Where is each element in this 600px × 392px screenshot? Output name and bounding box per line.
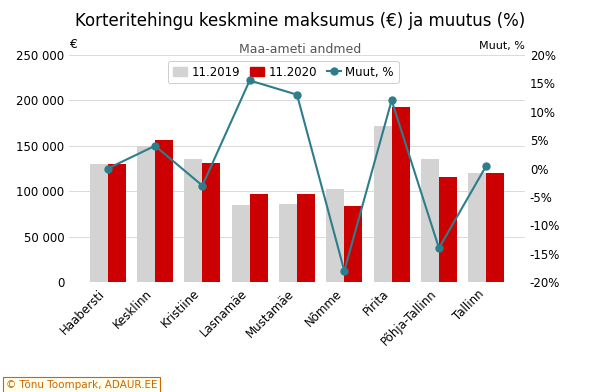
Muut, % [341, 269, 348, 273]
Bar [184, 160, 202, 282]
Text: Maa-ameti andmed: Maa-ameti andmed [239, 43, 361, 56]
Bar [90, 164, 108, 282]
Line: Muut, %: Muut, % [104, 77, 490, 274]
Text: €: € [69, 38, 77, 51]
Muut, % [293, 93, 301, 97]
Bar [297, 194, 315, 282]
Bar [137, 146, 155, 282]
Bar [279, 204, 297, 282]
Bar [202, 163, 220, 282]
Muut, % [246, 78, 253, 83]
Bar [486, 173, 504, 282]
Bar [250, 194, 268, 282]
Bar [344, 206, 362, 282]
Muut, % [388, 98, 395, 103]
Muut, % [104, 166, 112, 171]
Bar [469, 173, 486, 282]
Bar [392, 107, 410, 282]
Legend: 11.2019, 11.2020, Muut, %: 11.2019, 11.2020, Muut, % [168, 61, 398, 83]
Bar [232, 205, 250, 282]
Muut, % [436, 246, 443, 250]
Bar [439, 177, 457, 282]
Muut, % [151, 143, 158, 148]
Bar [326, 189, 344, 282]
Muut, % [482, 163, 490, 168]
Muut, % [199, 183, 206, 188]
Bar [108, 164, 125, 282]
Bar [421, 160, 439, 282]
Text: Muut, %: Muut, % [479, 41, 525, 51]
Text: © Tõnu Toompark, ADAUR.EE: © Tõnu Toompark, ADAUR.EE [6, 380, 157, 390]
Bar [374, 126, 392, 282]
Bar [155, 140, 173, 282]
Text: Korteritehingu keskmine maksumus (€) ja muutus (%): Korteritehingu keskmine maksumus (€) ja … [75, 12, 525, 30]
